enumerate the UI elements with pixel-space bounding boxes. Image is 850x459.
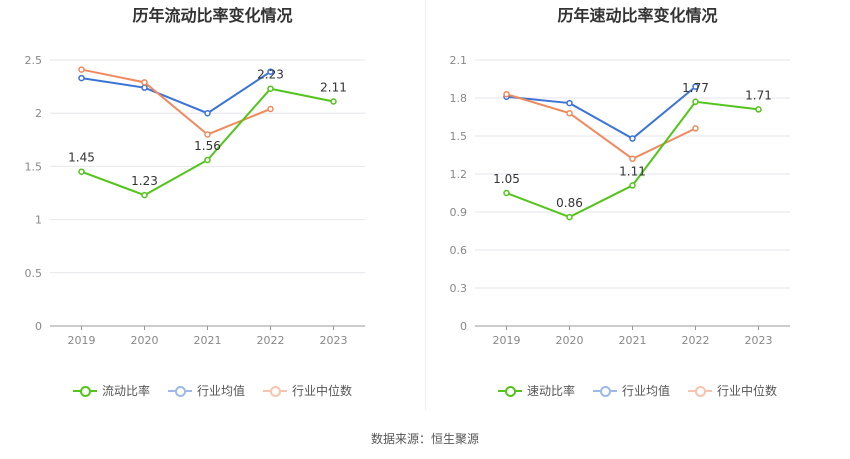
x-tick-label: 2019 — [68, 334, 96, 347]
y-tick-label: 0 — [460, 320, 467, 333]
series-line-2 — [506, 85, 697, 140]
legend-line-icon — [263, 385, 287, 397]
data-point-series-2 — [566, 99, 573, 107]
data-source-note: 数据来源：恒生聚源 — [370, 432, 479, 446]
panel-divider — [425, 0, 426, 410]
x-tick-label: 2021 — [619, 334, 647, 347]
data-point-series-1 — [267, 85, 274, 92]
chart-title: 历年速动比率变化情况 — [557, 6, 718, 25]
series-line-3 — [506, 93, 696, 160]
y-tick-label: 0.5 — [25, 267, 43, 280]
x-tick-label: 2020 — [131, 334, 159, 347]
data-point-series-1 — [78, 168, 85, 175]
x-tick-label: 2022 — [682, 334, 710, 347]
data-label: 1.71 — [745, 88, 772, 102]
y-tick-label: 2 — [35, 107, 42, 120]
data-point-series-3 — [267, 105, 274, 113]
legend-label: 速动比率 — [526, 384, 575, 398]
data-label: 1.05 — [493, 172, 520, 186]
y-tick-label: 1.2 — [450, 168, 468, 181]
legend-item-series-3[interactable]: 行业中位数 — [688, 382, 777, 399]
data-label: 2.23 — [257, 68, 284, 82]
data-label: 1.56 — [194, 139, 221, 153]
legend-item-series-2[interactable]: 行业均值 — [592, 382, 670, 399]
data-point-series-3 — [629, 155, 636, 163]
legend-item-series-1[interactable]: 速动比率 — [497, 382, 575, 399]
data-point-series-2 — [267, 68, 274, 75]
legend-label: 行业中位数 — [292, 384, 353, 398]
y-tick-label: 1.8 — [450, 92, 468, 105]
y-tick-label: 0.3 — [450, 282, 468, 295]
legend-item-series-1[interactable]: 流动比率 — [72, 382, 150, 399]
legend-item-series-3[interactable]: 行业中位数 — [263, 382, 352, 399]
y-tick-label: 0.6 — [450, 244, 468, 257]
chart-plot: 0 0.5 1 1.5 2 2.5 2019 2020 2021 2022 2023 1.45 1.23… — [25, 54, 365, 347]
data-point-series-1 — [629, 182, 636, 189]
data-point-series-2 — [141, 84, 148, 91]
data-point-series-3 — [692, 125, 699, 132]
data-label: 1.77 — [682, 81, 709, 95]
data-point-series-1 — [755, 106, 762, 113]
data-point-series-3 — [204, 131, 211, 138]
series-line-3 — [81, 68, 271, 136]
data-point-series-1 — [566, 213, 573, 221]
data-label: 1.23 — [131, 174, 158, 188]
data-label: 0.86 — [556, 196, 583, 210]
y-tick-label: 1 — [35, 214, 42, 227]
chart-legend: 速动比率 行业均值 行业中位数 — [425, 382, 850, 399]
x-tick-label: 2022 — [257, 334, 285, 347]
data-point-series-2 — [204, 109, 211, 117]
legend-line-icon — [688, 385, 712, 397]
data-point-series-1 — [141, 191, 148, 199]
chart-plot: 0 0.3 0.6 0.9 1.2 1.5 1.8 2.1 2019 2020 2021 2022 20… — [450, 54, 790, 347]
series-line-2 — [81, 70, 272, 115]
legend-line-icon — [592, 385, 617, 397]
y-tick-label: 2.5 — [25, 54, 43, 67]
quick-ratio-chart: 历年速动比率变化情况 0 0.3 0.6 0.9 1.2 1.5 1.8 2.1 2019 202… — [425, 0, 850, 420]
data-point-series-3 — [566, 109, 573, 117]
legend-label: 流动比率 — [101, 384, 150, 398]
x-tick-label: 2023 — [320, 334, 348, 347]
legend-line-icon — [167, 385, 192, 397]
y-tick-label: 0.9 — [450, 206, 468, 219]
data-label: 1.45 — [68, 151, 95, 165]
x-tick-label: 2021 — [194, 334, 222, 347]
x-tick-label: 2020 — [556, 334, 584, 347]
data-point-series-1 — [692, 98, 699, 106]
current-ratio-chart: 历年流动比率变化情况 0 0.5 1 1.5 2 2.5 2019 2020 2021 2022 2… — [0, 0, 425, 420]
y-tick-label: 2.1 — [450, 54, 468, 67]
data-point-series-2 — [692, 83, 699, 90]
legend-label: 行业中位数 — [717, 384, 778, 398]
legend-item-series-2[interactable]: 行业均值 — [167, 382, 245, 399]
data-label: 1.11 — [619, 164, 646, 178]
data-point-series-2 — [78, 74, 85, 82]
y-tick-label: 1.5 — [450, 130, 468, 143]
chart-legend: 流动比率 行业均值 行业中位数 — [0, 382, 425, 399]
data-point-series-3 — [141, 79, 148, 86]
data-point-series-3 — [78, 66, 85, 73]
data-label: 2.11 — [320, 80, 347, 94]
legend-label: 行业均值 — [621, 384, 670, 398]
y-tick-label: 0 — [35, 320, 42, 333]
chart-title: 历年流动比率变化情况 — [132, 6, 293, 25]
y-tick-label: 1.5 — [25, 160, 43, 173]
x-tick-label: 2019 — [493, 334, 521, 347]
data-point-series-3 — [503, 90, 510, 98]
data-point-series-1 — [503, 189, 510, 197]
legend-label: 行业均值 — [196, 384, 245, 398]
x-tick-label: 2023 — [745, 334, 773, 347]
legend-line-icon — [497, 385, 522, 397]
data-point-series-1 — [204, 156, 211, 164]
data-point-series-2 — [629, 135, 636, 142]
data-point-series-1 — [330, 98, 337, 105]
legend-line-icon — [72, 385, 97, 397]
